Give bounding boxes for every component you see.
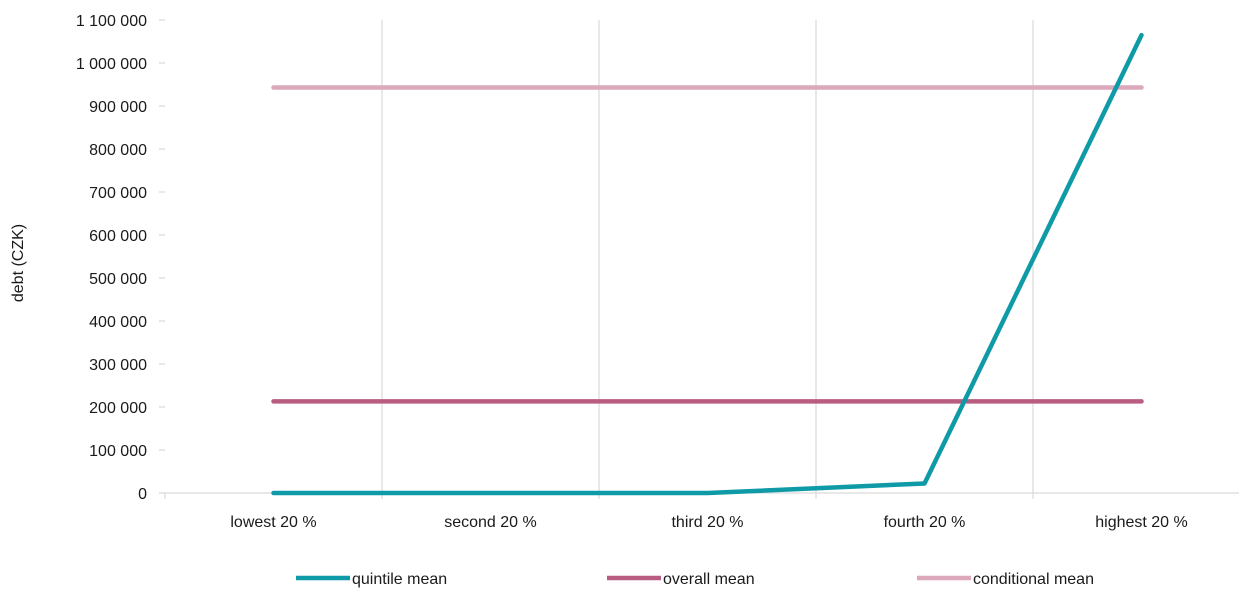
- y-tick-label: 800 000: [89, 142, 147, 159]
- legend-item: quintile mean: [296, 571, 447, 588]
- y-tick-label: 100 000: [89, 443, 147, 460]
- y-tick-label: 900 000: [89, 99, 147, 116]
- y-axis-tick-labels: 0 100 000 200 000 300 000 400 000 500 000 600 …: [76, 13, 147, 503]
- y-tick-label: 400 000: [89, 314, 147, 331]
- y-tick-label: 300 000: [89, 357, 147, 374]
- y-tick-label: 0: [138, 486, 147, 503]
- legend: quintile mean overall mean conditional mea…: [296, 571, 1094, 588]
- legend-label: quintile mean: [352, 571, 447, 588]
- y-tick-label: 1 100 000: [76, 13, 147, 30]
- y-axis-title: debt (CZK): [10, 224, 27, 302]
- x-axis-tick-labels: lowest 20 % second 20 % third 20 % fourth 2…: [230, 514, 1187, 531]
- y-tick-label: 600 000: [89, 228, 147, 245]
- x-tick-label: third 20 %: [671, 514, 743, 531]
- series-line-quintile-mean: [271, 32, 1144, 496]
- y-tick-label: 500 000: [89, 271, 147, 288]
- legend-item: conditional mean: [917, 571, 1094, 588]
- series-lines: [271, 32, 1144, 496]
- legend-label: overall mean: [663, 571, 755, 588]
- y-tick-label: 700 000: [89, 185, 147, 202]
- y-tick-label: 200 000: [89, 400, 147, 417]
- legend-label: conditional mean: [973, 571, 1094, 588]
- grid-lines: [381, 20, 1034, 493]
- legend-item: overall mean: [607, 571, 755, 588]
- y-tick-label: 1 000 000: [76, 56, 147, 73]
- x-tick-label: fourth 20 %: [884, 514, 966, 531]
- x-tick-label: highest 20 %: [1095, 514, 1188, 531]
- x-tick-label: lowest 20 %: [230, 514, 316, 531]
- x-tick-label: second 20 %: [444, 514, 537, 531]
- axes: [159, 19, 1239, 499]
